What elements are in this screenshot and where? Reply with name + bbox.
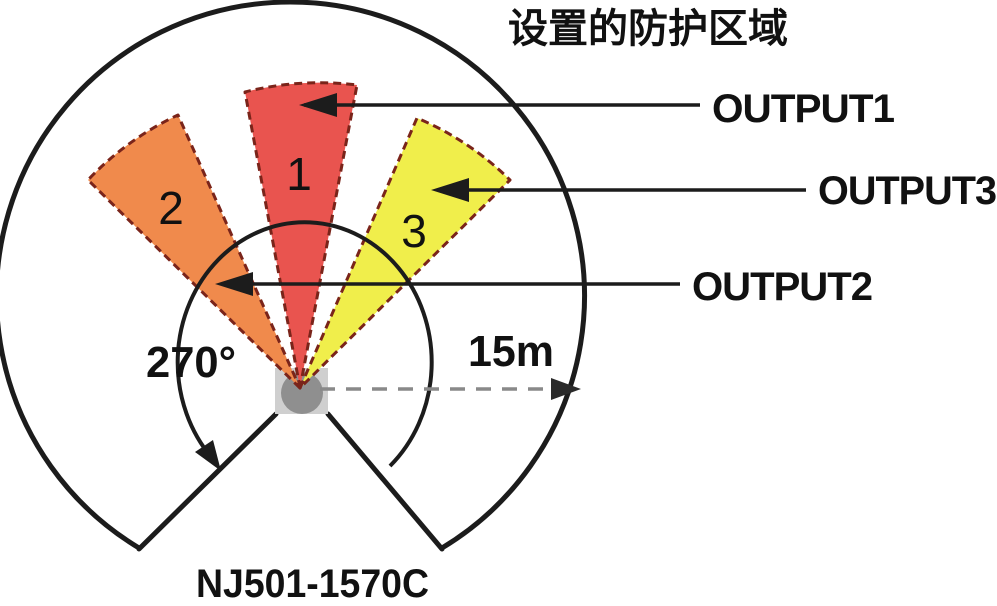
diagram-title: 设置的防护区域 xyxy=(508,7,788,51)
output2-arrow-icon xyxy=(215,272,253,296)
sensor-model-label: NJ501-1570C xyxy=(196,562,429,606)
sweep-arc-arrow-icon xyxy=(195,440,221,471)
output3-arrow-icon xyxy=(431,178,469,202)
zone3-label: 3 xyxy=(401,205,427,257)
zone1-wedge xyxy=(243,81,359,390)
zone1-label: 1 xyxy=(286,148,312,200)
notch-right-edge xyxy=(325,411,445,552)
notch-left-edge xyxy=(136,411,279,552)
output3-label: OUTPUT3 xyxy=(818,169,996,213)
zone2-label: 2 xyxy=(158,182,184,234)
sensor-lens xyxy=(281,372,323,414)
range-arrow-icon xyxy=(551,378,581,400)
output2-label: OUTPUT2 xyxy=(692,265,872,309)
scan-area-circle xyxy=(0,0,587,551)
output1-arrow-icon xyxy=(299,93,337,117)
zone2-wedge xyxy=(86,113,302,390)
sweep-angle-arc xyxy=(175,220,434,468)
sweep-angle-label: 270° xyxy=(146,338,236,387)
output1-label: OUTPUT1 xyxy=(712,87,895,131)
range-label: 15m xyxy=(468,327,554,376)
